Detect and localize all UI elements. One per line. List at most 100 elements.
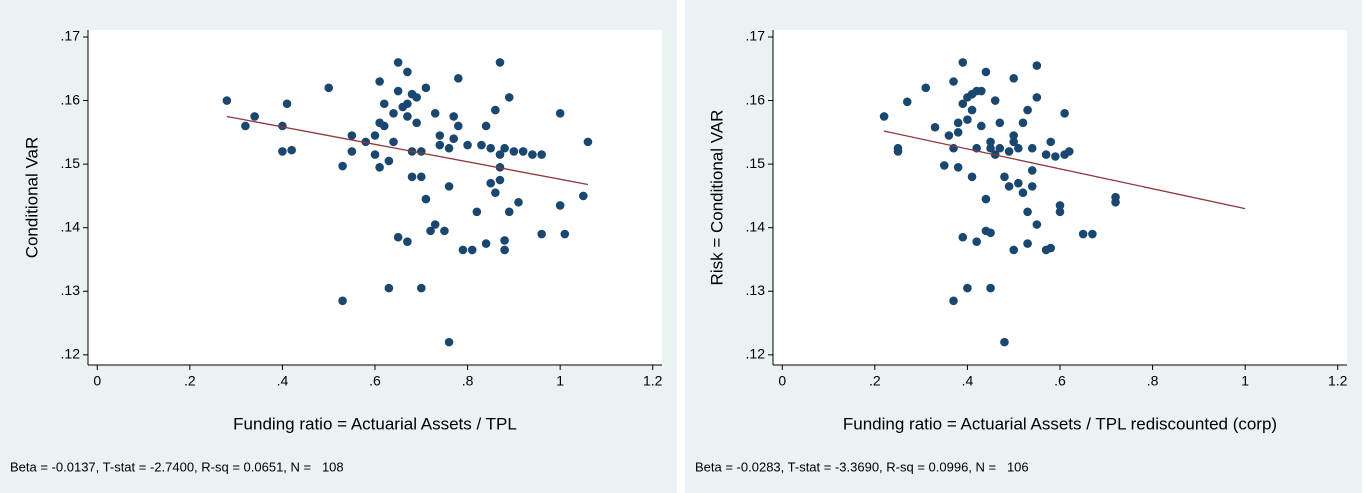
point (944, 131, 954, 140)
point (412, 118, 421, 128)
point (486, 143, 496, 153)
point (440, 226, 449, 236)
point (495, 150, 505, 159)
point (412, 93, 421, 102)
point (403, 99, 412, 109)
point (1064, 147, 1074, 156)
y-tick-label: .14 (61, 218, 81, 234)
point (963, 115, 972, 124)
point (324, 83, 334, 93)
point (435, 131, 445, 140)
point (967, 172, 977, 182)
point (472, 207, 482, 217)
y-tick-label: .13 (746, 282, 766, 298)
point (963, 283, 972, 293)
point (1009, 74, 1019, 83)
point (1027, 166, 1037, 175)
point (977, 121, 986, 131)
point (986, 137, 995, 147)
x-tick-label: 1 (556, 373, 564, 389)
point (949, 296, 958, 306)
point (403, 112, 412, 121)
point (435, 140, 445, 150)
point (986, 283, 995, 293)
point (1046, 243, 1056, 253)
point (953, 118, 963, 128)
point (953, 128, 963, 137)
point (981, 194, 991, 204)
point (495, 58, 505, 67)
x-tick-label: 1 (1241, 373, 1249, 389)
point (902, 97, 912, 107)
point (1014, 143, 1023, 153)
x-tick-label: .4 (277, 373, 289, 389)
point (393, 86, 403, 96)
point (958, 58, 968, 67)
point (1041, 150, 1051, 159)
point (500, 245, 509, 255)
point (1018, 118, 1028, 128)
y-tick-label: .13 (61, 282, 81, 298)
y-tick-label: .15 (61, 155, 81, 171)
point (972, 237, 981, 246)
point (389, 108, 398, 118)
point (416, 283, 426, 293)
point (1027, 143, 1037, 153)
point (407, 172, 417, 182)
point (509, 147, 519, 156)
point (393, 58, 403, 67)
point (1018, 188, 1028, 198)
point (481, 239, 491, 248)
point (379, 99, 389, 109)
point (1027, 182, 1037, 191)
point (421, 83, 431, 93)
x-tick-label: 0 (778, 373, 786, 389)
x-axis-title: Funding ratio = Actuarial Assets / TPL r… (843, 414, 1277, 433)
y-tick-label: .17 (61, 28, 81, 44)
point (1004, 147, 1014, 156)
point (361, 137, 371, 147)
point (1032, 93, 1042, 102)
point (504, 207, 514, 217)
point (384, 283, 394, 293)
plot-region (773, 30, 1347, 365)
point (481, 121, 491, 131)
point (967, 105, 977, 115)
x-tick-label: .2 (869, 373, 881, 389)
point (879, 112, 889, 121)
point (426, 226, 435, 236)
point (537, 229, 546, 239)
point (1032, 61, 1042, 70)
y-tick-label: .16 (61, 91, 81, 107)
point (990, 96, 1000, 105)
point (1023, 105, 1032, 115)
x-tick-label: .8 (462, 373, 474, 389)
point (282, 99, 292, 109)
point (1046, 137, 1056, 147)
point (250, 112, 259, 121)
point (454, 74, 463, 83)
point (528, 150, 537, 159)
plot-region (88, 30, 662, 365)
point (384, 156, 394, 166)
point (477, 140, 486, 150)
fit-line (883, 130, 1246, 210)
point (1014, 178, 1023, 188)
point (449, 112, 458, 121)
point (444, 182, 454, 191)
x-tick-label: 1.2 (643, 373, 663, 389)
point (1023, 239, 1032, 248)
point (370, 150, 380, 159)
point (1060, 108, 1069, 118)
y-axis-title: Risk = Conditional VAR (707, 110, 726, 286)
point (287, 145, 296, 155)
point (222, 96, 232, 105)
x-tick-label: .2 (184, 373, 196, 389)
point (1078, 229, 1088, 239)
point (1009, 131, 1019, 140)
note: Beta = -0.0137, T-stat = -2.7400, R-sq =… (10, 459, 344, 474)
note: Beta = -0.0283, T-stat = -3.3690, R-sq =… (695, 459, 1029, 474)
y-axis-title: Conditional VaR (22, 137, 41, 259)
point (500, 236, 509, 245)
